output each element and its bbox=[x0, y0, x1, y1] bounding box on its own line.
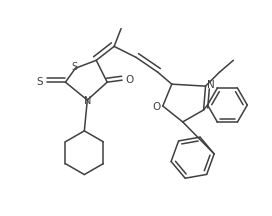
Text: O: O bbox=[153, 102, 161, 112]
Text: N: N bbox=[84, 96, 91, 106]
Text: S: S bbox=[71, 62, 78, 72]
Text: N: N bbox=[207, 80, 214, 90]
Text: S: S bbox=[36, 77, 43, 87]
Text: O: O bbox=[125, 75, 133, 85]
